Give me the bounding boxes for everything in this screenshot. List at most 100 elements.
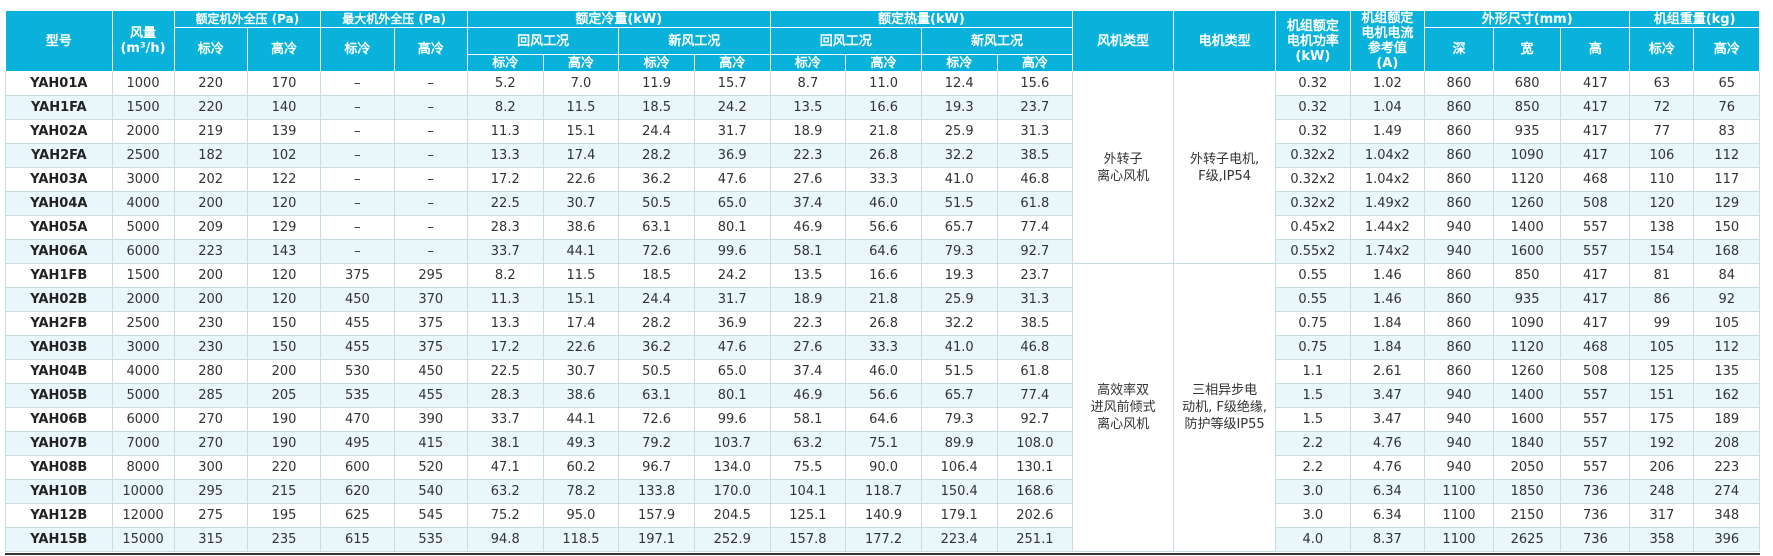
table-cell: 133.8 [618,479,695,504]
table-cell: 270 [173,407,248,432]
table-cell: 112 [1693,335,1760,360]
table-cell: 206 [1629,455,1695,480]
table-cell: 83 [1693,119,1760,144]
table-cell: 200 [173,287,248,312]
table-cell: 36.2 [618,335,695,360]
table-cell: 50.5 [618,359,695,384]
header-fan-type: 风机类型 [1072,10,1175,72]
table-cell: 140 [246,95,322,120]
table-cell: 450 [393,359,468,384]
table-cell: 15.1 [542,287,620,312]
header-heating-fresh-air: 新风工况 [920,27,1074,55]
table-cell: 31.7 [693,287,771,312]
table-cell: 33.7 [466,239,544,264]
table-cell: 860 [1424,335,1494,360]
table-cell: 120 [1629,191,1695,216]
table-cell: 3000 [111,167,175,192]
table-cell: 508 [1560,359,1631,384]
table-cell: 11.9 [618,71,695,96]
table-cell: 1260 [1492,359,1562,384]
table-cell: 28.3 [466,215,544,240]
table-cell: 24.4 [618,287,695,312]
table-cell: 215 [246,479,322,504]
table-cell: 190 [246,431,322,456]
table-cell: 3.47 [1349,383,1426,408]
table-cell: 108.0 [996,431,1074,456]
table-cell: 8000 [111,455,175,480]
table-cell: 5.2 [466,71,544,96]
table-cell: 36.9 [693,311,771,336]
table-cell: 36.9 [693,143,771,168]
table-row: YAH02A 2000 219 139– –11.3 15.1 24.4 31.7 18.9 21… [5,119,1760,144]
table-cell: – [393,191,468,216]
table-cell: 16.6 [845,263,922,288]
table-cell: 19.3 [920,95,998,120]
table-cell: – [320,71,395,96]
table-cell: 2000 [111,119,175,144]
table-cell: 140.9 [845,503,922,528]
table-cell: 495 [320,431,395,456]
table-cell: 860 [1424,167,1494,192]
table-cell: 56.6 [845,215,922,240]
table-cell: 417 [1560,311,1631,336]
table-cell: 135 [1693,359,1760,384]
table-cell: 86 [1629,287,1695,312]
table-cell: 10000 [111,479,175,504]
table-cell: 30.7 [542,359,620,384]
table-cell: 6.34 [1349,479,1426,504]
table-cell: 38.1 [466,431,544,456]
table-cell: 860 [1424,359,1494,384]
header-rated-pressure: 额定机外全压 (Pa) [173,10,322,28]
table-cell: 220 [173,95,248,120]
table-cell: 285 [173,383,248,408]
table-row: YAH03A 3000 202 122– –17.2 22.6 36.2 47.6 27.6 33… [5,167,1760,192]
table-cell: 65.7 [920,215,998,240]
table-cell: 1.49x2 [1349,191,1426,216]
table-cell: 375 [320,263,395,288]
table-cell: 1500 [111,95,175,120]
header-heating-return-high: 高冷 [845,54,922,72]
table-cell: 7000 [111,431,175,456]
table-cell: 30.7 [542,191,620,216]
table-cell: 208 [1693,431,1760,456]
table-cell: 6000 [111,407,175,432]
header-dimensions: 外形尺寸(mm) [1424,10,1631,28]
table-cell: 92.7 [996,407,1074,432]
table-cell: 2625 [1492,527,1562,552]
table-cell: 0.55 [1275,263,1351,288]
table-cell: 99.6 [693,407,771,432]
table-cell: 46.8 [996,167,1074,192]
table-cell: 417 [1560,95,1631,120]
table-cell: 130.1 [996,455,1074,480]
table-cell: 223.4 [920,527,998,552]
table-cell: – [393,119,468,144]
table-cell: 2500 [111,143,175,168]
table-cell: 41.0 [920,335,998,360]
table-cell: 557 [1560,383,1631,408]
table-cell: 220 [173,71,248,96]
table-cell: 940 [1424,431,1494,456]
table-cell: 182 [173,143,248,168]
table-cell: 99 [1629,311,1695,336]
table-cell: 0.45x2 [1275,215,1351,240]
table-cell: 1600 [1492,239,1562,264]
table-cell: 850 [1492,263,1562,288]
table-cell: 736 [1560,527,1631,552]
table-cell: 117 [1693,167,1760,192]
table-cell: 95.0 [542,503,620,528]
table-cell: 1400 [1492,383,1562,408]
table-cell: 2050 [1492,455,1562,480]
table-cell: 1.5 [1275,407,1351,432]
table-cell: 680 [1492,71,1562,96]
header-cooling-fresh-high: 高冷 [693,54,771,72]
header-weight-high: 高冷 [1693,27,1760,72]
model-cell: YAH01A [5,71,113,96]
table-cell: 31.7 [693,119,771,144]
table-cell: 455 [320,335,395,360]
table-cell: 455 [393,383,468,408]
table-cell: 3.0 [1275,479,1351,504]
table-cell: 940 [1424,215,1494,240]
table-cell: 0.32 [1275,95,1351,120]
table-cell: 11.3 [466,119,544,144]
model-cell: YAH03A [5,167,113,192]
